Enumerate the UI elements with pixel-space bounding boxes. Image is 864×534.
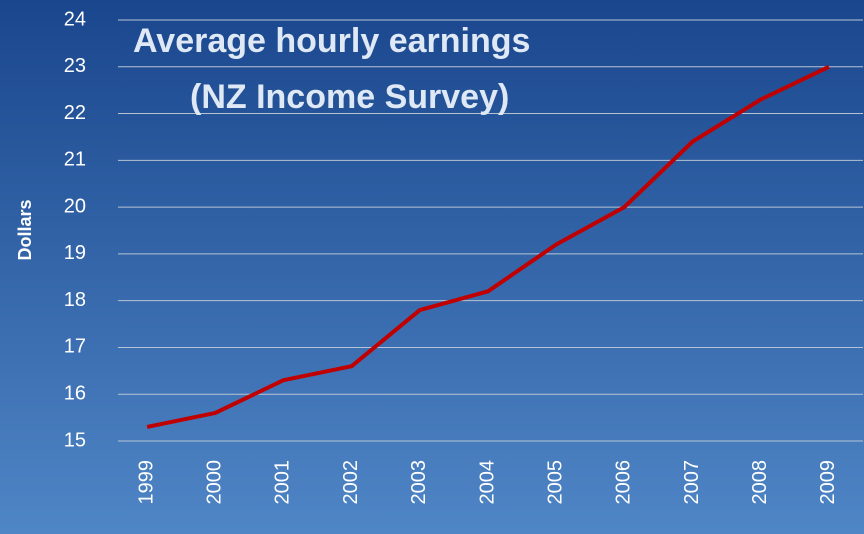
y-tick-label: 21 — [64, 149, 86, 171]
y-axis-label: Dollars — [15, 199, 35, 260]
y-tick-label: 20 — [64, 195, 86, 217]
data-line — [146, 64, 830, 429]
y-tick-label: 18 — [64, 289, 86, 311]
x-tick-label: 2002 — [340, 460, 362, 505]
x-tick-label: 2006 — [613, 460, 635, 505]
x-tick-label: 2004 — [476, 460, 498, 505]
y-tick-label: 16 — [64, 383, 86, 405]
y-tick-label: 19 — [64, 242, 86, 264]
x-tick-label: 2001 — [272, 460, 294, 505]
y-tick-label: 24 — [64, 8, 86, 30]
y-tick-label: 22 — [64, 102, 86, 124]
x-tick-label: 2003 — [408, 460, 430, 505]
x-tick-label: 2009 — [817, 460, 839, 505]
chart-title: (NZ Income Survey) — [190, 78, 509, 116]
y-tick-label: 17 — [64, 336, 86, 358]
y-tick-label: 15 — [64, 429, 86, 451]
x-tick-label: 2007 — [681, 460, 703, 505]
chart-title: Average hourly earnings — [133, 22, 530, 60]
x-tick-label: 2005 — [544, 460, 566, 505]
x-tick-label: 2000 — [204, 460, 226, 505]
x-tick-label: 1999 — [135, 460, 157, 505]
y-tick-label: 23 — [64, 55, 86, 77]
x-tick-label: 2008 — [749, 460, 771, 505]
